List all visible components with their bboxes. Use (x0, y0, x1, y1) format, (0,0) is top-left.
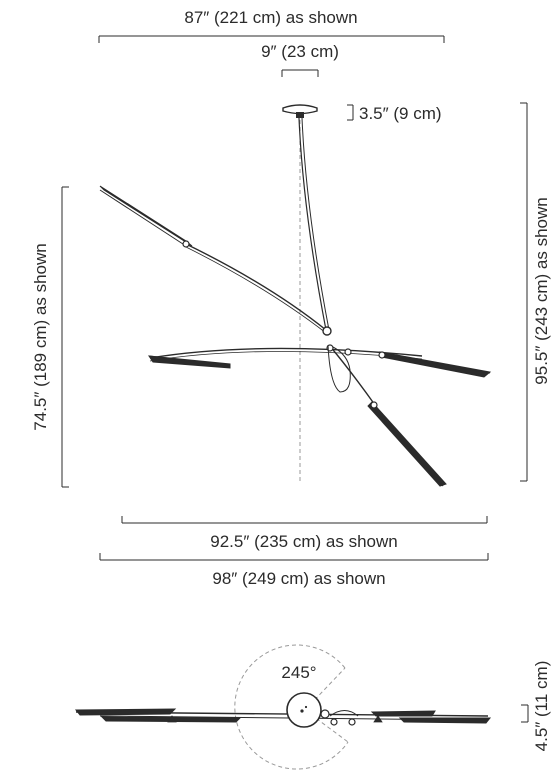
suspension-rod-right (301, 117, 330, 331)
hub-joint (322, 326, 352, 356)
blade-left (147, 355, 231, 369)
plan-view (74, 644, 492, 770)
canopy-height-label: 3.5″ (9 cm) (359, 104, 442, 123)
top-width-label: 87″ (221 cm) as shown (184, 8, 357, 27)
blade-lower-right (367, 401, 447, 487)
blade-upper-left (99, 185, 193, 248)
suspension-rod-left (298, 117, 327, 331)
left-height-dimension (61, 186, 69, 488)
cable-loop (327, 344, 351, 393)
blade-right (378, 351, 492, 378)
plan-height-label: 4.5″ (11 cm) (532, 661, 551, 752)
top-width-dimension (98, 35, 445, 43)
right-height-label: 95.5″ (243 cm) as shown (532, 197, 551, 384)
rotation-arc (234, 644, 349, 770)
bottom-outer-width-dimension (99, 553, 489, 561)
bottom-inner-width-dimension (121, 516, 488, 524)
left-height-label: 74.5″ (189 cm) as shown (31, 243, 50, 430)
canopy-width-dimension (281, 69, 319, 77)
arm-upper-left (185, 243, 327, 331)
rotation-angle-label: 245° (281, 663, 316, 682)
chandelier-elevation (99, 104, 492, 487)
canopy-width-label: 9″ (23 cm) (261, 42, 339, 61)
plan-height-dimension (521, 704, 529, 723)
bottom-outer-width-label: 98″ (249 cm) as shown (212, 569, 385, 588)
arm-lower-right (328, 344, 376, 406)
canopy (282, 104, 318, 118)
right-height-dimension (520, 102, 528, 482)
plan-canopy (286, 692, 322, 728)
canopy-height-dimension (347, 104, 354, 121)
bottom-inner-width-label: 92.5″ (235 cm) as shown (210, 532, 397, 551)
